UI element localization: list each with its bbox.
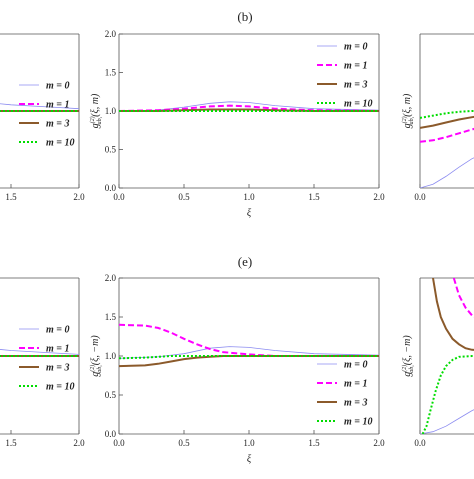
- series-line-m-1: [119, 104, 379, 112]
- x-tick-label: 2.0: [373, 438, 385, 448]
- y-tick-label: 2.0: [105, 273, 117, 283]
- series-line-m-10: [420, 110, 474, 119]
- y-tick-label: 1.0: [105, 351, 117, 361]
- legend-entry: m = 10: [46, 382, 74, 393]
- legend-entry: m = 3: [46, 119, 69, 130]
- chart-panel-f-partial: 0.0 g(2)ab,(ξ, −m): [401, 277, 474, 448]
- series-line-m-1: [420, 127, 474, 143]
- x-tick-label: 1.0: [243, 438, 255, 448]
- y-axis-label: g(2)ab,(ξ, m): [401, 93, 415, 128]
- legend-entry: m = 1: [46, 344, 69, 355]
- chart-panel-e: 0.0 0.5 1.0 1.5 2.0 0.0 0.5 1.0 1.5 2.0 ξ g(2)ab,(ξ…: [89, 273, 385, 465]
- legend-entry: m = 10: [344, 417, 372, 428]
- y-tick-label: 0.5: [105, 145, 117, 155]
- chart-panel-d-partial: 1.5 2.0 m = 0 m = 1 m = 3 m = 10: [0, 277, 85, 448]
- x-tick-label: 0.5: [178, 438, 190, 448]
- y-tick-label: 0.0: [105, 429, 117, 439]
- y-axis-label: g(2)ab,(ξ, −m): [401, 335, 415, 377]
- chart-panel-b: 0.0 0.5 1.0 1.5 2.0 0.0 0.5 1.0 1.5 2.0 ξ g(2)ab,(ξ…: [89, 29, 385, 219]
- x-tick-label: 0.0: [414, 192, 426, 202]
- x-tick-label: 1.5: [5, 192, 17, 202]
- legend-entry: m = 3: [46, 363, 69, 374]
- legend-entry: m = 0: [46, 81, 69, 92]
- x-tick-label: 2.0: [73, 438, 85, 448]
- series-line-m-1: [452, 278, 474, 319]
- y-tick-label: 1.5: [105, 68, 117, 78]
- legend-entry: m = 10: [46, 138, 74, 149]
- series-line-m-0: [420, 157, 474, 188]
- x-tick-label: 0.0: [113, 438, 125, 448]
- series-line-m-0: [420, 409, 474, 434]
- x-tick-label: 1.5: [308, 438, 320, 448]
- x-tick-label: 0.0: [414, 438, 426, 448]
- legend-entry: m = 0: [344, 360, 367, 371]
- x-tick-label: 2.0: [73, 192, 85, 202]
- panel-label-b: (b): [237, 9, 252, 24]
- legend-entry: m = 0: [344, 42, 367, 53]
- x-tick-label: 1.5: [5, 438, 17, 448]
- x-tick-label: 0.0: [113, 192, 125, 202]
- chart-panel-a-partial: 1.5 2.0 m = 0 m = 1 m = 3 m = 10: [0, 33, 85, 202]
- legend-entry: m = 3: [344, 80, 367, 91]
- panel-label-e: (e): [238, 254, 252, 269]
- series-line-m-3: [420, 115, 474, 129]
- series-line-m-0: [119, 346, 379, 359]
- y-tick-label: 1.0: [105, 106, 117, 116]
- y-tick-label: 1.5: [105, 312, 117, 322]
- series-line-m-3: [119, 355, 379, 368]
- y-axis-label: g(2)ab,(ξ, −m): [89, 335, 103, 377]
- legend-entry: m = 1: [46, 100, 69, 111]
- chart-panel-c-partial: 0.0 g(2)ab,(ξ, m): [401, 33, 474, 202]
- x-tick-label: 2.0: [373, 192, 385, 202]
- y-axis-label: g(2)ab,(ξ, m): [89, 93, 103, 128]
- legend-entry: m = 1: [344, 379, 367, 390]
- series-line-m-1: [119, 323, 379, 357]
- legend-entry: m = 0: [46, 325, 69, 336]
- y-tick-label: 0.0: [105, 183, 117, 193]
- x-axis-label: ξ: [247, 208, 252, 219]
- x-tick-label: 0.5: [178, 192, 190, 202]
- y-tick-label: 2.0: [105, 29, 117, 39]
- series-line-m-10: [421, 355, 474, 434]
- series-line-m-10: [119, 355, 379, 360]
- legend-entry: m = 3: [344, 398, 367, 409]
- series-line-m-3: [432, 278, 474, 351]
- legend-entry: m = 10: [344, 99, 372, 110]
- x-axis-label: ξ: [247, 454, 252, 465]
- y-tick-label: 0.5: [105, 390, 117, 400]
- x-tick-label: 1.5: [308, 192, 320, 202]
- legend-entry: m = 1: [344, 61, 367, 72]
- series-line-m-0: [0, 349, 79, 355]
- x-tick-label: 1.0: [243, 192, 255, 202]
- series-line-m-0: [0, 103, 79, 110]
